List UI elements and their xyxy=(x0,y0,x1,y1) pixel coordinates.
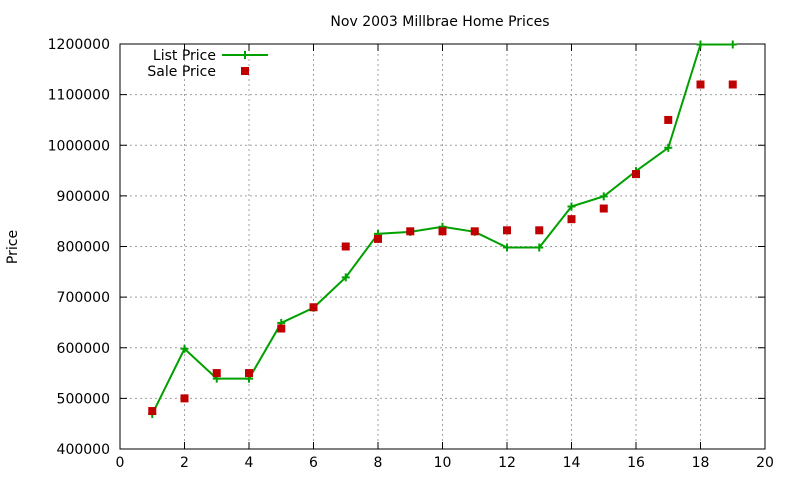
axis-ticks: 0 2 4 6 8 10 12 14 16 18 20 400000 500000 600000 70000… xyxy=(48,37,774,471)
y-tick-label: 1100000 xyxy=(48,88,110,104)
sale-price-point xyxy=(567,215,576,224)
y-tick-label: 1200000 xyxy=(48,37,110,53)
sale-price-point xyxy=(599,204,608,213)
sale-price-point xyxy=(728,80,737,89)
sale-price-point xyxy=(212,369,221,378)
sale-price-point xyxy=(148,407,157,416)
list-price-point xyxy=(696,40,705,49)
list-price-point xyxy=(535,243,544,252)
sale-price-point xyxy=(696,80,705,89)
sale-price-point xyxy=(535,226,544,235)
y-tick-label: 600000 xyxy=(57,341,110,357)
x-tick-label: 8 xyxy=(374,455,383,471)
sale-price-point xyxy=(406,227,415,236)
sale-price-point xyxy=(180,394,189,403)
sale-price-point xyxy=(438,227,447,236)
x-tick-label: 14 xyxy=(563,455,581,471)
legend-label-list-price: List Price xyxy=(153,48,216,64)
list-price-point xyxy=(664,143,673,152)
y-tick-label: 700000 xyxy=(57,290,110,306)
x-tick-label: 12 xyxy=(498,455,516,471)
list-price-point xyxy=(180,344,189,353)
x-tick-label: 0 xyxy=(116,455,125,471)
sale-price-point xyxy=(374,234,382,243)
list-price-point xyxy=(728,40,737,49)
sale-price-point xyxy=(341,242,350,251)
sale-price-point xyxy=(664,115,673,124)
y-tick-label: 900000 xyxy=(57,189,110,205)
chart-title: Nov 2003 Millbrae Home Prices xyxy=(330,14,549,30)
legend: List Price Sale Price xyxy=(147,48,268,80)
legend-label-sale-price: Sale Price xyxy=(147,64,216,80)
grid xyxy=(120,44,765,449)
sale-price-point xyxy=(245,369,253,378)
list-price-point xyxy=(341,273,350,282)
sale-price-point xyxy=(503,226,511,235)
x-tick-label: 2 xyxy=(180,455,189,471)
legend-swatch-sale-price xyxy=(241,67,249,75)
x-tick-label: 18 xyxy=(692,455,710,471)
sale-price-point xyxy=(632,170,640,179)
x-tick-label: 16 xyxy=(627,455,645,471)
sale-price-point xyxy=(470,227,479,236)
list-price-point xyxy=(599,192,608,201)
y-tick-label: 1000000 xyxy=(48,138,110,154)
x-tick-label: 10 xyxy=(434,455,452,471)
series-layer xyxy=(148,40,737,419)
list-price-point xyxy=(503,243,511,252)
sale-price-point xyxy=(309,303,318,312)
y-tick-label: 500000 xyxy=(57,391,110,407)
x-tick-label: 4 xyxy=(245,455,254,471)
list-price-point xyxy=(567,202,576,211)
y-tick-label: 400000 xyxy=(57,442,110,458)
sale-price-point xyxy=(277,324,286,333)
x-tick-label: 20 xyxy=(756,455,774,471)
y-axis-label: Price xyxy=(5,230,21,264)
x-tick-label: 6 xyxy=(309,455,318,471)
y-tick-label: 800000 xyxy=(57,240,110,256)
